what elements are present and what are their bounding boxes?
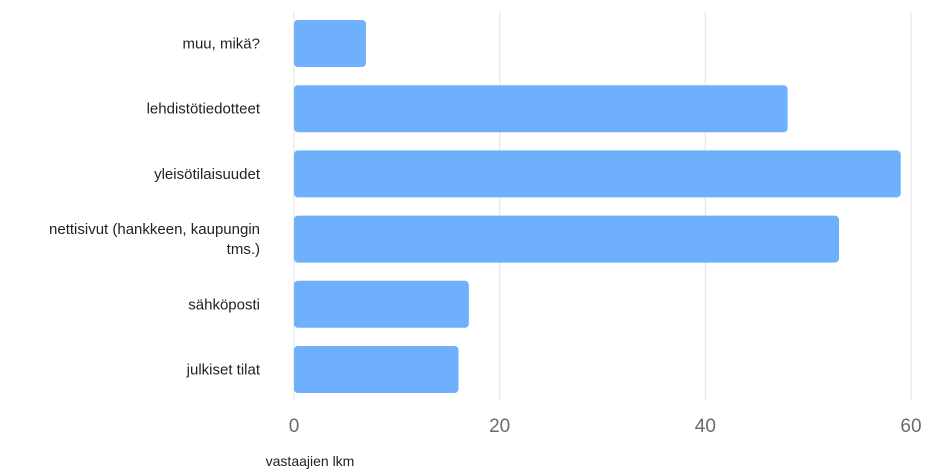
bar-4 [294,280,469,328]
x-tick-label: 20 [489,416,510,437]
category-labels: muu, mikä? lehdistötiedotteet yleisötilais… [49,36,261,379]
x-axis-title: vastaajien lkm [266,453,355,469]
category-label: yleisötilaisuudet [154,166,261,183]
x-tick-label: 40 [695,416,716,437]
bars [294,20,901,393]
bar-1 [294,85,788,133]
category-label: sähköposti [188,296,260,313]
gridlines [293,12,912,400]
bar-0 [294,20,366,67]
category-label: muu, mikä? [182,36,260,53]
bar-2 [294,150,901,198]
bar-5 [294,346,459,393]
x-tick-labels: 0 20 40 60 [289,416,922,437]
category-label: lehdistötiedotteet [147,101,261,118]
bar-3 [294,215,840,263]
x-tick-label: 60 [900,416,921,437]
category-label: nettisivut (hankkeen, kaupungin tms.) [49,221,260,258]
category-label: julkiset tilat [186,362,261,379]
x-tick-label: 0 [289,416,300,437]
